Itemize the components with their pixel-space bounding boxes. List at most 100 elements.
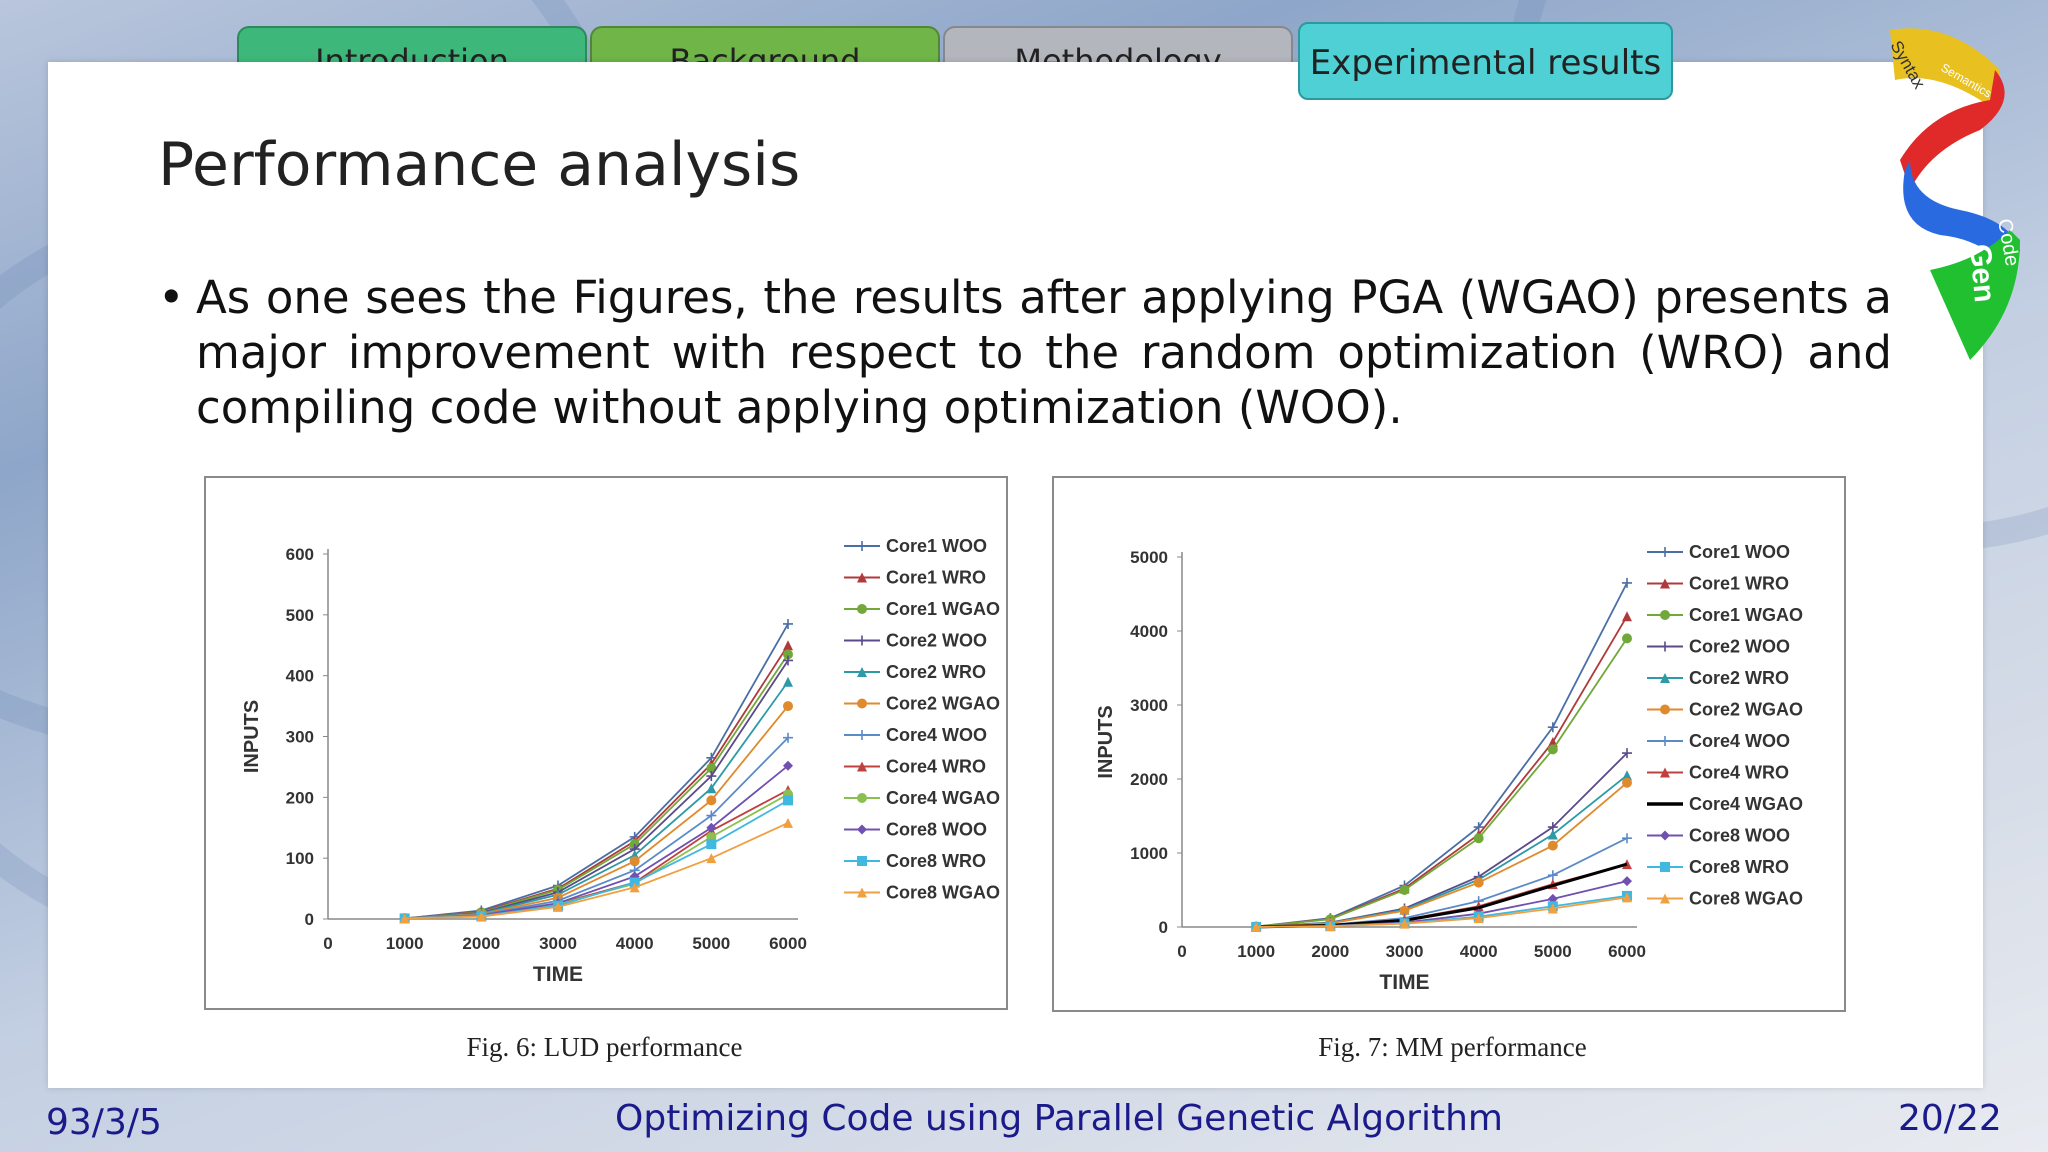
data-point-triangle xyxy=(1660,893,1670,904)
data-point-plus xyxy=(1622,833,1632,844)
data-point-triangle xyxy=(1547,829,1558,840)
data-point-plus xyxy=(857,635,867,646)
legend-entry: Core2 WGAO xyxy=(886,694,1000,714)
series-line xyxy=(1256,895,1628,928)
data-point-circle xyxy=(1473,833,1484,844)
legend-entry: Core1 WOO xyxy=(1689,542,1790,562)
y-tick-label: 4000 xyxy=(1130,622,1168,641)
data-point-circle xyxy=(629,856,640,867)
figure-caption: Fig. 6: LUD performance xyxy=(466,1032,743,1062)
data-point-plus xyxy=(1622,577,1632,588)
data-point-plus xyxy=(1622,748,1632,759)
footer-page-number: 20/22 xyxy=(1898,1098,2002,1139)
y-tick-label: 500 xyxy=(286,606,314,625)
y-axis-label: INPUTS xyxy=(241,700,263,773)
data-point-plus xyxy=(857,730,867,740)
legend-entry: Core8 WGAO xyxy=(886,883,1000,903)
y-tick-label: 300 xyxy=(286,728,314,747)
legend-entry: Core4 WGAO xyxy=(886,788,1000,808)
data-point-triangle xyxy=(706,783,717,794)
x-tick-label: 4000 xyxy=(616,934,654,953)
bullet-text: As one sees the Figures, the results aft… xyxy=(196,271,1892,434)
series-line xyxy=(404,737,789,920)
legend-entry: Core1 WRO xyxy=(1689,574,1789,594)
data-point-circle xyxy=(1622,777,1632,788)
series-line xyxy=(404,681,789,920)
data-point-triangle xyxy=(857,667,867,677)
data-point-circle xyxy=(783,701,793,712)
series-line xyxy=(404,623,789,920)
data-point-circle xyxy=(1660,610,1670,620)
data-point-circle xyxy=(1660,704,1670,715)
y-tick-label: 3000 xyxy=(1130,696,1168,715)
series-line xyxy=(404,789,789,920)
logo-word: Gen xyxy=(1963,243,2001,304)
data-point-plus xyxy=(1660,641,1670,652)
x-tick-label: 2000 xyxy=(1311,942,1349,961)
y-tick-label: 1000 xyxy=(1130,844,1168,863)
data-point-square xyxy=(783,795,793,806)
data-point-triangle xyxy=(857,887,867,898)
data-point-diamond xyxy=(783,760,793,771)
series-line xyxy=(1256,896,1628,928)
x-axis-label: TIME xyxy=(533,963,583,986)
legend-entry: Core4 WRO xyxy=(886,757,986,777)
data-point-circle xyxy=(857,698,867,709)
figure-caption: Fig. 7: MM performance xyxy=(1318,1032,1587,1062)
data-point-plus xyxy=(857,541,867,551)
data-point-plus xyxy=(706,771,717,782)
data-point-plus xyxy=(1547,722,1558,733)
y-tick-label: 100 xyxy=(286,849,314,868)
data-point-triangle xyxy=(1622,859,1632,870)
legend-entry: Core1 WOO xyxy=(886,536,987,556)
x-tick-label: 1000 xyxy=(386,934,424,953)
series-line xyxy=(1256,582,1628,928)
series-line xyxy=(404,822,789,920)
data-point-plus xyxy=(783,618,793,629)
tab-experimental-results[interactable]: Experimental results xyxy=(1298,22,1673,100)
slide-title: Performance analysis xyxy=(158,130,801,200)
x-tick-label: 5000 xyxy=(1534,942,1572,961)
data-point-plus xyxy=(783,732,793,743)
x-tick-label: 6000 xyxy=(1608,942,1646,961)
data-point-triangle xyxy=(399,913,410,924)
y-tick-label: 5000 xyxy=(1130,548,1168,567)
data-point-plus xyxy=(1660,736,1670,746)
data-point-circle xyxy=(1547,840,1558,851)
data-point-plus xyxy=(1547,870,1558,881)
footer-date: 93/3/5 xyxy=(46,1102,162,1143)
data-point-circle xyxy=(706,795,717,806)
data-point-circle xyxy=(1473,877,1484,888)
data-point-triangle xyxy=(1660,673,1670,683)
x-axis-label: TIME xyxy=(1379,971,1429,994)
data-point-triangle xyxy=(1622,770,1632,781)
x-tick-label: 0 xyxy=(1177,942,1186,961)
legend-entry: Core2 WRO xyxy=(886,662,986,682)
data-point-diamond xyxy=(1622,876,1632,887)
y-tick-label: 400 xyxy=(286,667,314,686)
x-tick-label: 3000 xyxy=(1386,942,1424,961)
legend-entry: Core2 WGAO xyxy=(1689,700,1803,720)
data-point-triangle xyxy=(1473,913,1484,924)
data-point-circle xyxy=(1399,885,1410,895)
legend-entry: Core4 WRO xyxy=(1689,763,1789,783)
legend-entry: Core8 WRO xyxy=(1689,857,1789,877)
legend-entry: Core2 WRO xyxy=(1689,668,1789,688)
legend-entry: Core2 WOO xyxy=(1689,637,1790,657)
y-tick-label: 2000 xyxy=(1130,770,1168,789)
data-point-triangle xyxy=(857,572,867,583)
data-point-plus xyxy=(706,810,717,821)
data-point-triangle xyxy=(783,640,793,651)
data-point-square xyxy=(857,856,867,866)
series-line xyxy=(1256,637,1628,928)
data-point-triangle xyxy=(1399,918,1410,929)
data-point-square xyxy=(706,839,717,850)
legend-entry: Core2 WOO xyxy=(886,631,987,651)
legend-entry: Core8 WOO xyxy=(1689,826,1790,846)
legend-entry: Core8 WRO xyxy=(886,851,986,871)
series-line xyxy=(1256,752,1628,928)
x-tick-label: 1000 xyxy=(1237,942,1275,961)
series-line xyxy=(404,765,789,920)
data-point-plus xyxy=(1660,547,1670,557)
syntax-semantics-types-codegen-logo: Syntax Semantics Types Code Gen xyxy=(1887,28,2020,360)
